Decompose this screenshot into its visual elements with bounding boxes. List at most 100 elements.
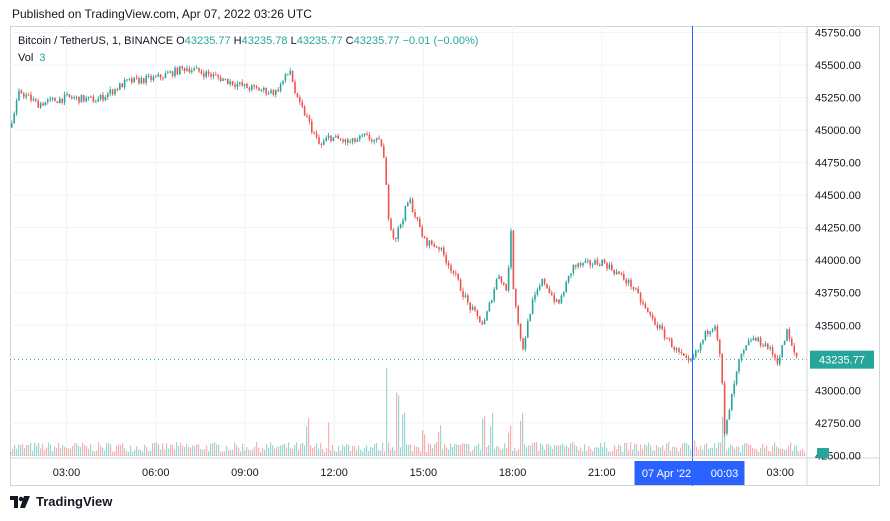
footer-brand[interactable]: TradingView xyxy=(10,494,112,509)
volume-bar xyxy=(584,444,586,456)
volume-bar xyxy=(16,448,18,456)
price-chart[interactable]: 45750.00 45500.00 45250.00 45000.00 44750.00… xyxy=(10,26,880,486)
volume-bar xyxy=(388,442,390,456)
volume-bar xyxy=(190,447,192,456)
volume-bar xyxy=(134,450,136,456)
candle-body xyxy=(102,94,104,101)
volume-bar xyxy=(398,395,400,456)
candle-body xyxy=(167,72,169,74)
volume-bar xyxy=(346,444,348,456)
volume-bar xyxy=(504,443,506,456)
volume-bar xyxy=(796,446,798,456)
volume-bar xyxy=(150,450,152,456)
volume-bar xyxy=(304,445,306,456)
candle-body xyxy=(200,71,203,74)
candle-body xyxy=(733,383,735,394)
candle-body xyxy=(551,293,553,296)
candle-body xyxy=(183,67,186,71)
candle-body xyxy=(560,295,563,304)
volume-bar xyxy=(60,448,62,456)
volume-bar xyxy=(774,442,776,456)
volume-bar xyxy=(748,444,750,456)
volume-bar xyxy=(272,445,274,456)
candle-body xyxy=(467,295,469,303)
volume-bar xyxy=(670,450,672,456)
volume-bar xyxy=(536,442,538,456)
volume-bar xyxy=(402,414,404,456)
volume-bar xyxy=(650,445,652,456)
candle-body xyxy=(721,353,723,384)
candle-body xyxy=(193,68,195,71)
candle-body xyxy=(78,96,80,103)
volume-bar xyxy=(516,451,518,456)
candle-body xyxy=(49,98,51,100)
volume-bar xyxy=(328,422,330,456)
candle-body xyxy=(685,355,687,358)
high-label: H xyxy=(233,35,242,47)
candle-body xyxy=(469,302,471,310)
volume-bar xyxy=(660,447,662,456)
volume-bar xyxy=(194,446,196,456)
volume-bar xyxy=(674,446,676,456)
volume-bar xyxy=(56,447,58,456)
volume-bar xyxy=(552,448,554,456)
candle-body xyxy=(764,343,767,347)
candle-body xyxy=(637,288,639,294)
volume-bar xyxy=(42,443,44,456)
symbol-label[interactable]: Bitcoin / TetherUS, 1, BINANCE xyxy=(18,35,174,47)
volume-bar xyxy=(448,449,450,456)
candle-body xyxy=(253,85,255,87)
volume-bar xyxy=(130,445,132,456)
volume-bar xyxy=(28,445,30,456)
volume-bar xyxy=(722,416,724,456)
volume-bar xyxy=(68,448,70,456)
volume-bar xyxy=(246,446,248,456)
volume-bar xyxy=(786,449,788,456)
candle-body xyxy=(431,240,433,245)
candle-body xyxy=(411,199,414,212)
candle-body xyxy=(203,73,205,77)
time-tick-label: 03:00 xyxy=(766,467,794,479)
volume-bar xyxy=(420,451,422,456)
candle-body xyxy=(68,94,71,97)
volume-bar xyxy=(114,451,116,456)
volume-bar xyxy=(514,447,516,456)
volume-bar xyxy=(652,450,654,456)
candle-body xyxy=(402,220,404,225)
volume-bar xyxy=(330,449,332,456)
volume-bar xyxy=(200,449,202,456)
candle-body xyxy=(351,138,354,142)
candle-body xyxy=(745,345,747,351)
volume-bar xyxy=(316,443,318,456)
candle-body xyxy=(479,315,481,323)
volume-bar xyxy=(228,450,230,456)
volume-bar xyxy=(286,447,288,456)
volume-bar xyxy=(596,446,598,456)
crosshair-time-badge xyxy=(634,461,745,485)
ohlc-legend: Bitcoin / TetherUS, 1, BINANCE O43235.77… xyxy=(18,35,478,47)
volume-bar xyxy=(230,449,232,456)
candle-body xyxy=(443,247,445,256)
candle-body xyxy=(599,264,601,266)
candle-body xyxy=(215,74,217,76)
candle-body xyxy=(138,77,140,84)
candle-body xyxy=(162,77,164,79)
candle-body xyxy=(294,82,296,94)
price-tick-label: 44250.00 xyxy=(815,223,861,235)
candle-body xyxy=(229,81,231,85)
candle-body xyxy=(450,265,452,272)
candle-body xyxy=(361,135,363,137)
volume-bar xyxy=(172,444,174,456)
candle-body xyxy=(659,325,661,329)
candle-body xyxy=(692,356,695,359)
volume-bar xyxy=(260,451,262,456)
candle-body xyxy=(519,323,522,339)
volume-bar xyxy=(64,446,66,456)
volume-bar xyxy=(742,445,744,456)
volume-bar xyxy=(604,442,606,456)
candle-body xyxy=(678,348,680,353)
volume-bar xyxy=(274,448,276,456)
candle-body xyxy=(119,83,121,90)
candle-body xyxy=(750,340,752,342)
volume-bar xyxy=(470,451,472,456)
